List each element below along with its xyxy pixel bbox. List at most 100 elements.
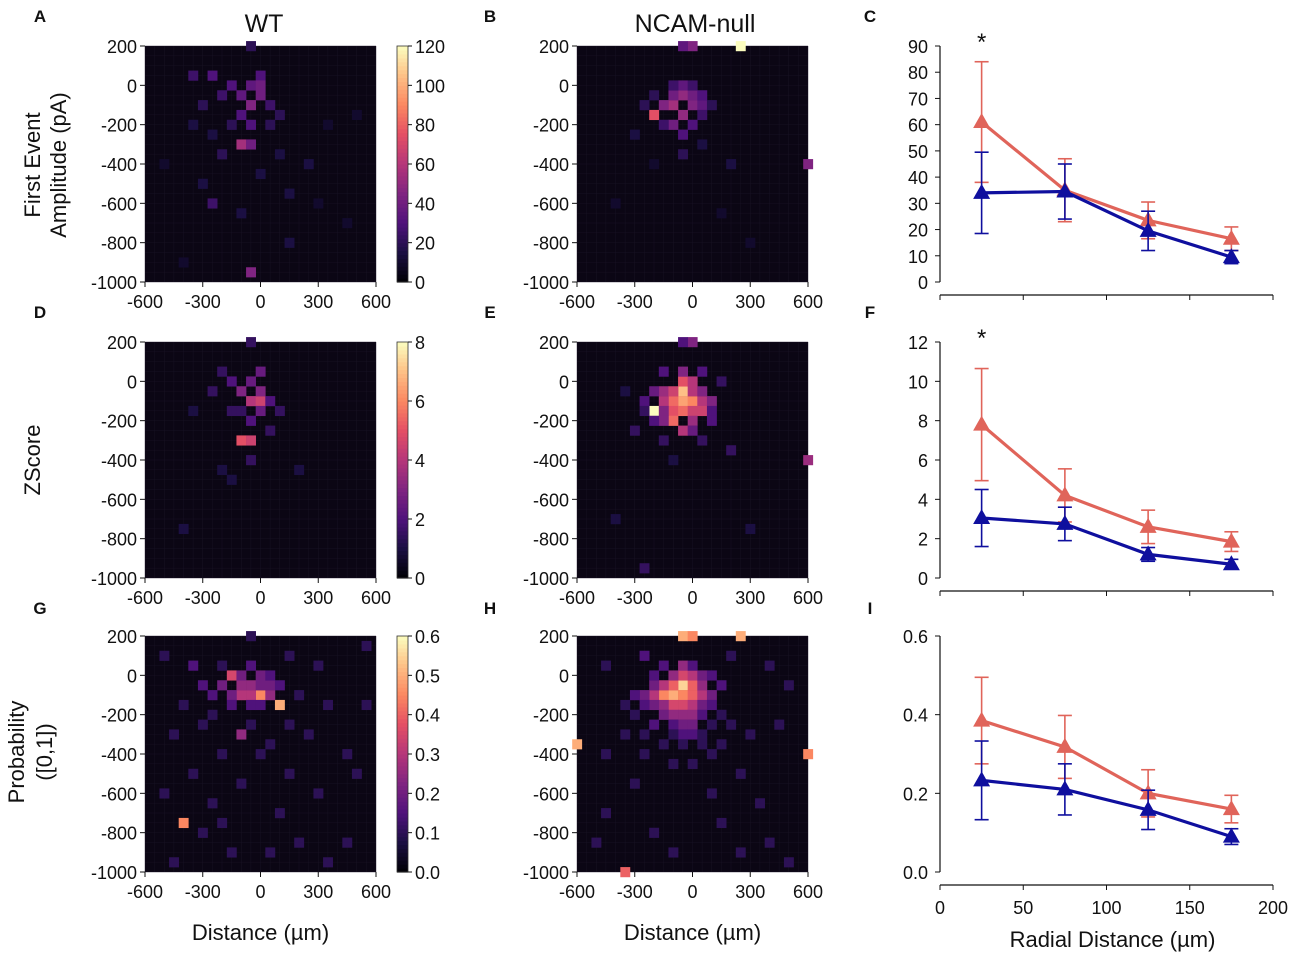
heatmap-cell — [716, 680, 727, 691]
heatmap-cell — [236, 90, 247, 101]
heatmap-cell — [687, 631, 698, 642]
data-point-marker — [1222, 248, 1240, 264]
colorbar-segment — [397, 270, 408, 275]
heatmap-cell — [726, 159, 737, 170]
heatmap-cell — [265, 680, 276, 691]
colorbar-segment — [397, 408, 408, 414]
heatmap-cell — [601, 808, 611, 819]
y-tick-label: 12 — [908, 333, 928, 353]
y-tick-label: -200 — [101, 412, 137, 432]
colorbar-segment — [397, 404, 408, 410]
heatmap-cell — [658, 100, 669, 111]
heatmap-cell — [658, 660, 669, 671]
colorbar-segment — [397, 46, 408, 51]
heatmap-cell — [697, 100, 708, 111]
heatmap-cell — [678, 425, 688, 436]
colorbar-segment — [397, 357, 408, 363]
heatmap-cell — [601, 660, 611, 671]
heatmap-cell — [658, 386, 669, 397]
colorbar-segment — [397, 262, 408, 267]
heatmap-cell — [697, 680, 708, 691]
heatmap-cell — [207, 690, 218, 701]
colorbar-segment — [397, 440, 408, 445]
heatmap-cell — [226, 699, 237, 711]
colorbar-segment — [397, 746, 408, 751]
heatmap-cell — [668, 100, 679, 111]
colorbar-segment — [397, 452, 408, 457]
data-point-marker — [1139, 517, 1157, 533]
heatmap-cell — [658, 119, 669, 130]
heatmap-cell — [678, 670, 688, 681]
heatmap-cell — [697, 709, 708, 720]
data-point-marker — [1222, 555, 1240, 571]
heatmap-cell — [610, 514, 621, 525]
y-tick-label: 0 — [127, 76, 137, 96]
x-tick-label: -600 — [559, 588, 595, 608]
colorbar-segment — [397, 538, 408, 544]
heatmap-cell — [246, 376, 256, 387]
colorbar-segment — [397, 820, 408, 826]
heatmap-cell — [246, 396, 256, 407]
colorbar-segment — [397, 353, 408, 359]
panel-i: I 0.0 0.2 0.4 0.6 0 50 100 150 200 Radial Distance… — [868, 599, 1288, 952]
y-tick-label: 200 — [107, 333, 137, 353]
y-tick-label: 200 — [539, 333, 569, 353]
heatmap-cell — [274, 109, 285, 121]
colorbar-segment — [397, 128, 408, 134]
colorbar-tick-label: 80 — [415, 116, 435, 136]
colorbar-segment — [397, 675, 408, 680]
panels: Amplitude (pA) ZScore Probability ([0,1]) A 2… — [4, 7, 1288, 952]
colorbar-segment — [397, 848, 408, 853]
x-tick-label: -600 — [127, 588, 163, 608]
heatmap-cell — [706, 699, 717, 711]
colorbar-segment — [397, 120, 408, 126]
heatmap-cell — [678, 739, 688, 750]
heatmap-cell — [620, 386, 631, 397]
heatmap-cell — [217, 660, 228, 671]
colorbar-segment — [397, 554, 408, 559]
colorbar-segment — [397, 738, 408, 743]
heatmap-cell — [764, 660, 775, 671]
colorbar-segment — [397, 65, 408, 71]
heatmap-cell — [159, 159, 170, 170]
y-tick-label: 0.6 — [903, 627, 928, 647]
colorbar-segment — [397, 389, 408, 394]
x-tick-label: -300 — [617, 292, 653, 312]
y-tick-label: 10 — [908, 247, 928, 267]
colorbar-segment — [397, 546, 408, 552]
heatmap-cell — [274, 808, 285, 819]
x-tick-label: 300 — [303, 882, 333, 902]
x-tick-label: -300 — [617, 882, 653, 902]
heatmap-cell — [716, 709, 727, 720]
colorbar-segment — [397, 566, 408, 571]
heatmap-cell — [687, 90, 698, 101]
colorbar-tick-label: 120 — [415, 37, 445, 57]
colorbar-segment — [397, 361, 408, 367]
heatmap-cell — [706, 405, 717, 417]
colorbar-segment — [397, 824, 408, 830]
heatmap-cell — [217, 464, 228, 476]
heatmap-cell — [361, 699, 372, 711]
heatmap-cell — [697, 139, 708, 150]
y-tick-label: 6 — [918, 451, 928, 471]
colorbar-segment — [397, 710, 408, 716]
colorbar-segment — [397, 250, 408, 256]
colorbar-segment — [397, 274, 408, 279]
heatmap-cell — [236, 680, 247, 691]
y-tick-label: 10 — [908, 372, 928, 392]
heatmap-cell — [716, 208, 727, 219]
heatmap-cell — [668, 80, 679, 91]
heatmap-cell — [294, 464, 305, 476]
x-tick-label: 0 — [935, 898, 945, 918]
significance-asterisk: * — [977, 325, 986, 352]
colorbar-segment — [397, 816, 408, 822]
heatmap-cell — [351, 768, 362, 779]
heatmap-cell — [601, 749, 611, 760]
heatmap-cell — [639, 699, 650, 711]
colorbar-segment — [397, 278, 408, 283]
heatmap-cell — [178, 817, 189, 829]
y-tick-label: -800 — [101, 824, 137, 844]
heatmap-cell — [246, 680, 256, 691]
heatmap-cell — [735, 768, 746, 779]
